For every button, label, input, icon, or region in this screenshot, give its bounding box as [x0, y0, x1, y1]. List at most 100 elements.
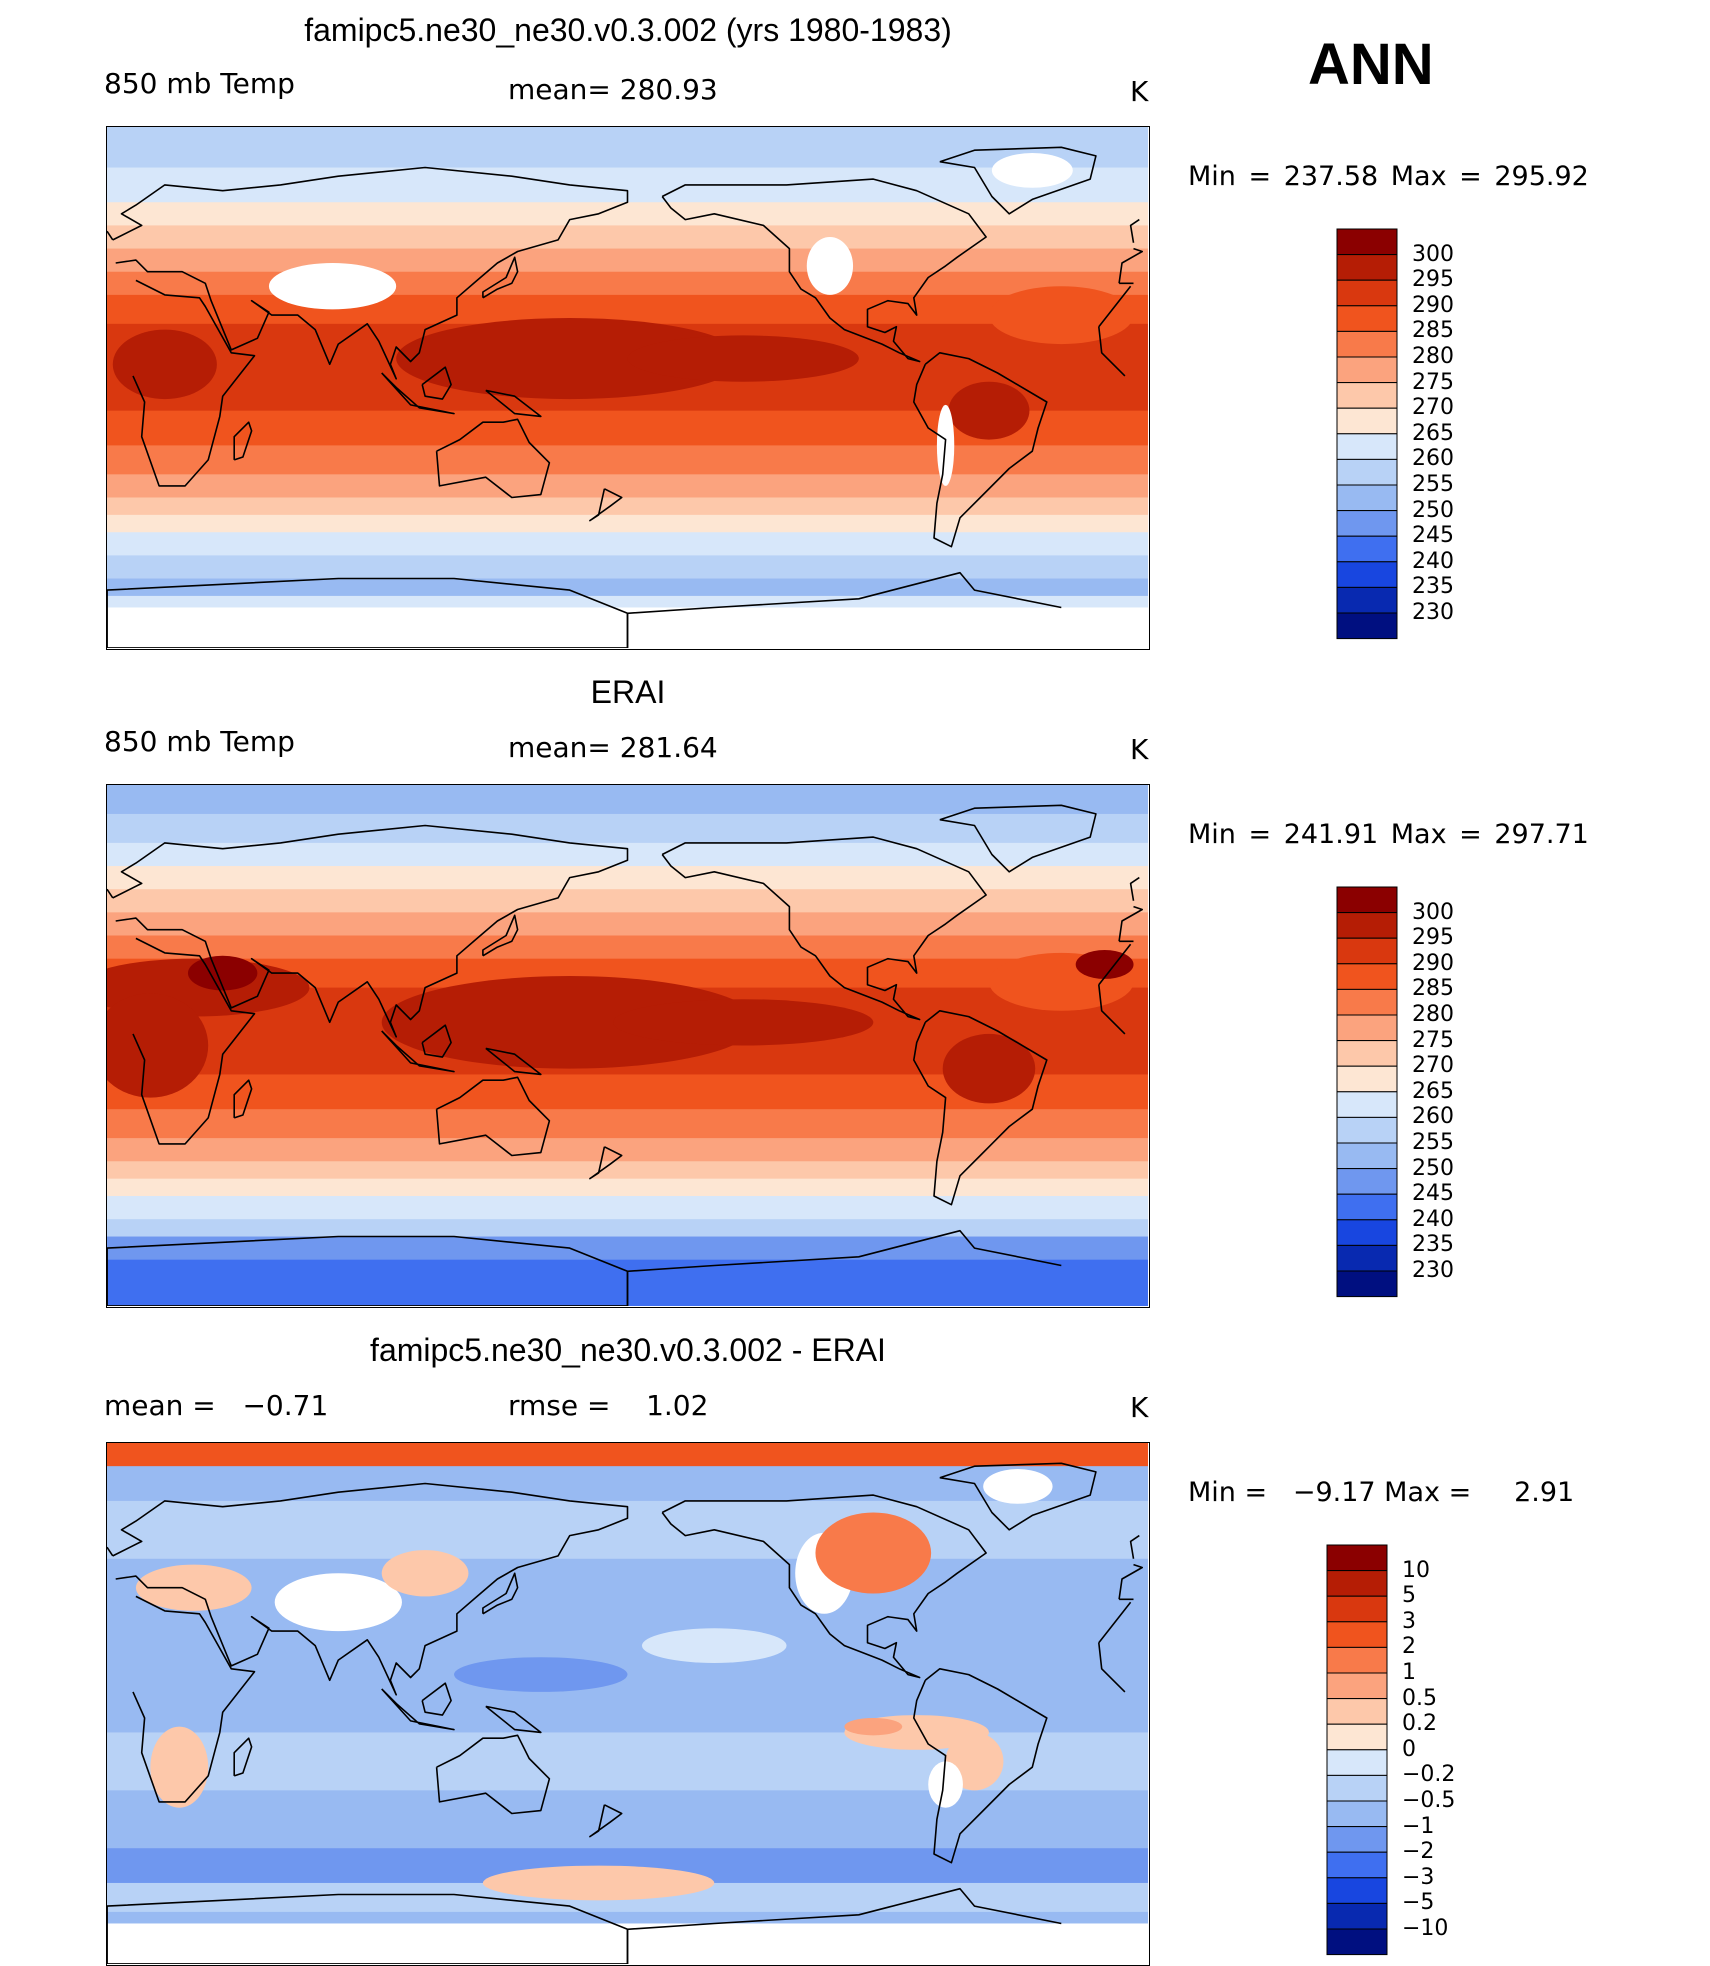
colorbar-swatch	[1336, 1270, 1398, 1298]
colorbar-swatch	[1326, 1774, 1388, 1802]
missing-data-region	[991, 153, 1073, 188]
panel-3-min-max: Min = −9.17 Max = 2.91	[1188, 1477, 1575, 1508]
coastline-southAmerica	[913, 1668, 1048, 1864]
coastline-africa	[132, 1595, 1132, 1803]
anomaly-region	[844, 1717, 903, 1736]
coastline-japan	[482, 256, 519, 299]
colorbar-level-label: 265	[1412, 420, 1454, 446]
anomaly-region	[381, 1550, 469, 1597]
anomaly-region	[112, 329, 217, 400]
colorbar-swatch	[1326, 1570, 1388, 1597]
colorbar-level-label: 240	[1412, 1206, 1454, 1232]
anomaly-region	[942, 1033, 1036, 1104]
latitude-band	[107, 935, 1148, 960]
coastline-africa	[132, 937, 1132, 1145]
colorbar-swatch	[1326, 1800, 1388, 1828]
colorbar-swatch	[1336, 1219, 1398, 1246]
colorbar-swatch	[1336, 484, 1398, 512]
colorbar-swatch	[1336, 561, 1398, 588]
missing-data-region	[274, 1573, 402, 1632]
colorbar-level-label: 250	[1412, 497, 1454, 523]
colorbar-level-label: −10	[1402, 1916, 1449, 1941]
panel-2-units-label: K	[1130, 733, 1149, 766]
colorbar-swatch	[1336, 586, 1398, 614]
coastline-newZealand	[589, 1146, 623, 1180]
colorbar-level-label: 260	[1412, 446, 1454, 472]
coastline-uk	[107, 1534, 1140, 1559]
map-svg	[107, 127, 1148, 648]
colorbar-swatch	[1336, 535, 1398, 563]
panel-1-min-max: Min = 237.58 Max = 295.92	[1188, 161, 1589, 192]
panel-1-map	[106, 126, 1150, 650]
colorbar-swatch	[1336, 433, 1398, 460]
latitude-band	[107, 1219, 1148, 1238]
panel-2-variable-label: 850 mb Temp	[104, 725, 295, 758]
colorbar-level-label: 295	[1412, 925, 1454, 951]
latitude-band	[107, 1236, 1148, 1261]
latitude-band	[107, 202, 1148, 226]
coastline-indonesia	[381, 1030, 455, 1073]
coastline-southAmerica	[913, 352, 1048, 548]
colorbar-level-label: 295	[1412, 267, 1454, 293]
colorbar-swatch	[1336, 510, 1398, 537]
coastline-australia	[435, 1734, 551, 1815]
map-svg	[107, 1443, 1148, 1964]
latitude-band	[107, 497, 1148, 516]
colorbar-swatch	[1336, 1040, 1398, 1067]
colorbar-level-label: 290	[1412, 292, 1454, 318]
anomaly-region	[107, 993, 209, 1098]
coastline-europeAsia	[112, 166, 1143, 380]
colorbar-level-label: 245	[1412, 523, 1454, 549]
colorbar-swatch	[1326, 1646, 1388, 1674]
colorbar-swatch	[1336, 228, 1398, 256]
colorbar-svg	[1336, 886, 1398, 1298]
coastline-greenland	[939, 1462, 1097, 1531]
anomaly-region	[815, 1512, 932, 1594]
colorbar-swatch	[1336, 963, 1398, 990]
anomaly-region	[948, 381, 1030, 440]
anomaly-region	[396, 318, 744, 400]
colorbar-swatch	[1326, 1749, 1388, 1776]
colorbar-level-label: 0.2	[1402, 1711, 1437, 1737]
coastline-borneo	[421, 366, 452, 400]
colorbar-level-label: 245	[1412, 1181, 1454, 1207]
coastline-uk	[107, 876, 1140, 901]
colorbar-level-label: 235	[1412, 574, 1454, 600]
colorbar-swatch	[1336, 912, 1398, 939]
coastline-australia	[435, 418, 551, 499]
colorbar-swatch	[1326, 1877, 1388, 1904]
coastline-antarcticaW	[107, 571, 1062, 648]
coastline-newGuinea	[485, 1705, 542, 1734]
panel-2-title: ERAI	[590, 674, 666, 710]
colorbar-swatch	[1336, 356, 1398, 384]
panel-3-mean-label: mean = −0.71	[104, 1389, 329, 1422]
missing-data-region	[268, 263, 397, 310]
coastline-antarcticaW	[107, 1887, 1062, 1964]
coastline-greenland	[939, 804, 1097, 873]
coastline-europeAsia	[112, 824, 1143, 1038]
latitude-band	[107, 813, 1148, 844]
panel-1-units-label: K	[1130, 75, 1149, 108]
coastline-newGuinea	[485, 1047, 542, 1076]
latitude-band	[107, 445, 1148, 475]
latitude-band	[107, 1645, 1148, 1733]
colorbar-swatch	[1326, 1723, 1388, 1751]
anomaly-region	[381, 976, 758, 1069]
colorbar-swatch	[1336, 1142, 1398, 1170]
latitude-band	[107, 1196, 1148, 1220]
colorbar-level-label: 280	[1412, 344, 1454, 369]
anomaly-region	[454, 1657, 628, 1692]
colorbar-swatch	[1326, 1544, 1388, 1572]
latitude-band	[107, 1178, 1148, 1197]
panel-3-units-label: K	[1130, 1391, 1149, 1424]
colorbar-swatch	[1336, 1116, 1398, 1144]
colorbar-swatch	[1336, 1168, 1398, 1195]
coastline-indonesia	[381, 1688, 455, 1731]
latitude-band	[107, 1161, 1148, 1180]
colorbar-swatch	[1336, 612, 1398, 640]
colorbar-level-label: 300	[1412, 241, 1454, 267]
colorbar-swatch	[1336, 1244, 1398, 1272]
colorbar-level-label: 265	[1412, 1078, 1454, 1104]
colorbar-swatch	[1326, 1826, 1388, 1853]
colorbar-swatch	[1326, 1928, 1388, 1956]
